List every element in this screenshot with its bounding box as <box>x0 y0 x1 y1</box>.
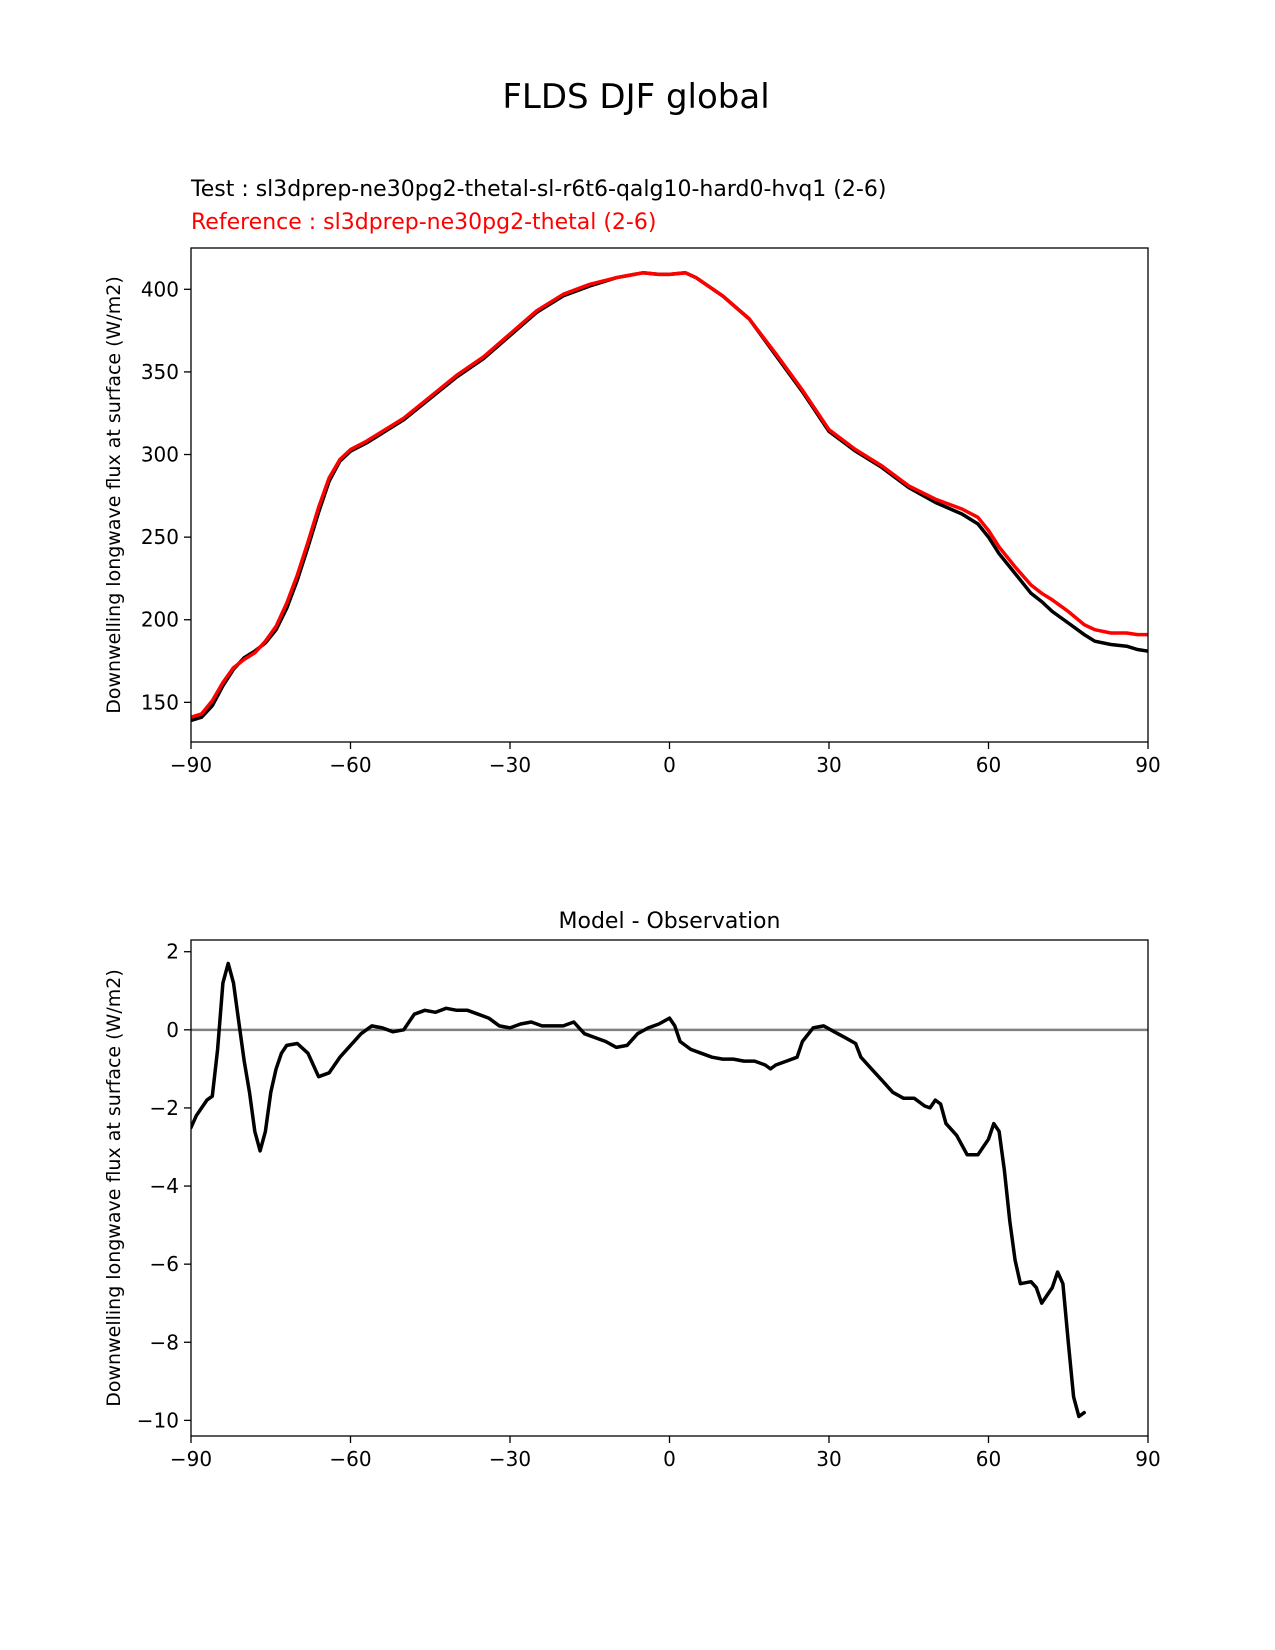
y-axis-label: Downwelling longwave flux at surface (W/… <box>103 276 125 714</box>
x-tick-label: 0 <box>663 1447 676 1471</box>
reference-series-line <box>191 271 1148 719</box>
y-tick-label: 250 <box>141 525 179 549</box>
x-tick-label: −60 <box>329 753 371 777</box>
y-tick-label: −10 <box>137 1408 179 1432</box>
plot-frame <box>190 939 1149 1437</box>
y-tick-label: 2 <box>166 940 179 964</box>
figure-title: FLDS DJF global <box>502 77 769 117</box>
plot-frame <box>190 247 1149 743</box>
x-tick-label: 60 <box>976 753 1001 777</box>
y-tick-label: 200 <box>141 608 179 632</box>
x-tick-label: −90 <box>170 1447 212 1471</box>
y-tick-label: 300 <box>141 443 179 467</box>
x-tick-label: 90 <box>1135 753 1160 777</box>
y-tick-label: −2 <box>150 1096 179 1120</box>
x-tick-label: 90 <box>1135 1447 1160 1471</box>
x-tick-label: 30 <box>816 753 841 777</box>
x-tick-label: 30 <box>816 1447 841 1471</box>
x-tick-label: −30 <box>489 753 531 777</box>
top-panel: −90 −60 −30 0 30 60 90 150 200 250 300 350 400 Downwe… <box>103 247 1161 777</box>
y-tick-label: 400 <box>141 277 179 301</box>
bottom-panel: Model - Observation −90 −60 −30 0 30 60 90 2 0 −2 −… <box>103 909 1161 1471</box>
x-tick-label: −30 <box>489 1447 531 1471</box>
test-label: Test : sl3dprep-ne30pg2-thetal-sl-r6t6-q… <box>190 177 886 202</box>
test-series-line <box>191 271 1148 723</box>
y-axis-label: Downwelling longwave flux at surface (W/… <box>103 969 125 1407</box>
difference-series-line <box>191 961 1086 1419</box>
x-tick-label: −90 <box>170 753 212 777</box>
y-tick-label: 350 <box>141 360 179 384</box>
y-tick-label: 150 <box>141 690 179 714</box>
x-tick-label: −60 <box>329 1447 371 1471</box>
y-tick-label: −4 <box>150 1174 179 1198</box>
panel-title: Model - Observation <box>559 909 781 934</box>
y-tick-label: 0 <box>166 1018 179 1042</box>
y-tick-label: −8 <box>150 1330 179 1354</box>
y-tick-label: −6 <box>150 1252 179 1276</box>
reference-label: Reference : sl3dprep-ne30pg2-thetal (2-6… <box>191 210 656 235</box>
x-tick-label: 0 <box>663 753 676 777</box>
x-tick-label: 60 <box>976 1447 1001 1471</box>
